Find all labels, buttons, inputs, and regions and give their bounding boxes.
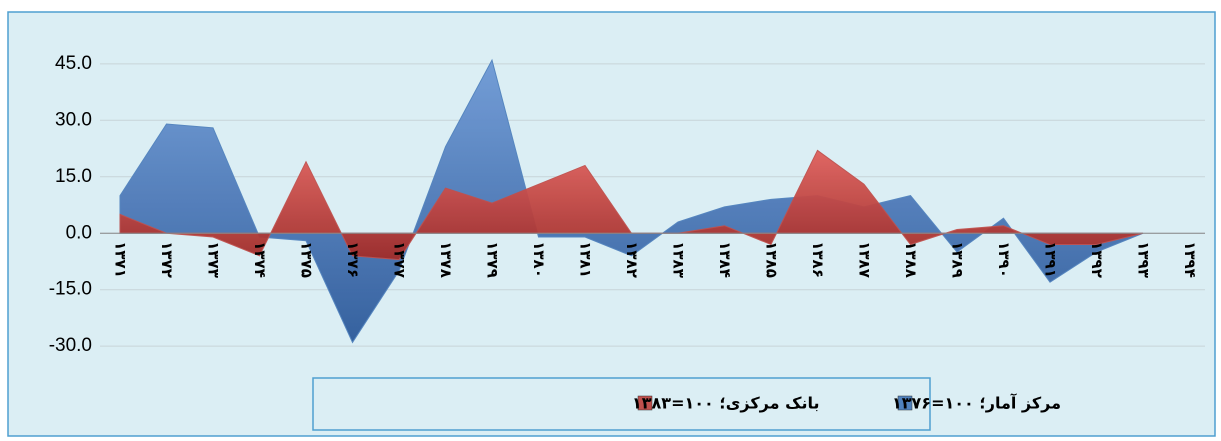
y-tick-label: -30.0 [49,335,92,356]
legend-label: مرکز آمار؛ ۱۰۰=۱۳۷۶ [892,393,1061,413]
x-tick-label: ۱۳۸۹ [949,241,967,278]
x-tick-label: ۱۳۸۸ [902,241,920,278]
x-tick-label: ۱۳۸۶ [809,241,827,278]
legend-label: بانک مرکزی؛ ۱۰۰=۱۳۸۳ [632,394,820,413]
x-tick-label: ۱۳۸۷ [856,241,874,278]
x-tick-label: ۱۳۸۲ [623,241,641,278]
y-tick-label: 0.0 [66,222,92,243]
x-tick-label: ۱۳۸۳ [670,241,688,278]
x-tick-label: ۱۳۹۱ [1042,241,1060,278]
y-tick-label: -15.0 [49,279,92,300]
x-tick-label: ۱۳۷۵ [298,241,316,278]
y-tick-label: 45.0 [55,53,92,74]
x-tick-label: ۱۳۷۶ [344,241,362,278]
x-tick-label: ۱۳۸۵ [763,241,781,278]
x-tick-label: ۱۳۷۹ [484,241,502,278]
x-tick-label: ۱۳۷۳ [205,241,223,278]
legend-swatch [637,395,653,411]
x-tick-label: ۱۳۹۳ [1135,241,1153,278]
x-tick-label: ۱۳۷۴ [251,241,269,278]
x-tick-label: ۱۳۹۰ [995,241,1013,278]
x-tick-label: ۱۳۷۲ [158,241,176,278]
legend-swatch [897,395,913,411]
x-tick-label: ۱۳۷۸ [437,241,455,278]
y-tick-label: 30.0 [55,109,92,130]
x-tick-label: ۱۳۸۰ [530,241,548,278]
x-tick-label: ۱۳۸۴ [716,241,734,278]
x-tick-label: ۱۳۸۱ [577,241,595,278]
x-tick-label: ۱۳۷۷ [391,241,409,278]
legend [312,377,931,431]
x-tick-label: ۱۳۷۱ [112,241,130,278]
y-tick-label: 15.0 [55,166,92,187]
x-tick-label: ۱۳۹۴ [1181,241,1199,278]
x-tick-label: ۱۳۹۲ [1088,241,1106,278]
